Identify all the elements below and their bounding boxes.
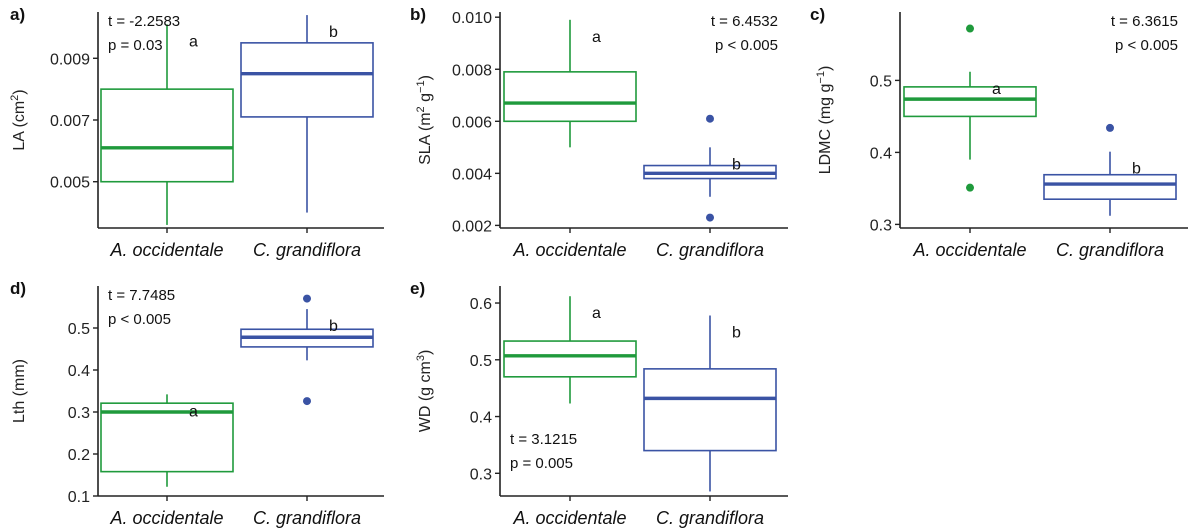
iqr-box <box>903 86 1037 118</box>
x-tick-label: C. grandiflora <box>253 240 361 260</box>
outlier-point <box>706 213 714 222</box>
panel-label: a) <box>10 5 25 24</box>
y-axis-title: WD (g cm3) <box>415 350 434 433</box>
x-tick-label: C. grandiflora <box>656 240 764 260</box>
outlier-point <box>303 397 311 406</box>
y-axis-title: LA (cm2) <box>9 89 28 150</box>
stat-p-value: p < 0.005 <box>1115 37 1178 54</box>
y-tick-label: 0.010 <box>452 10 492 27</box>
x-tick-label: A. occidentale <box>912 240 1026 260</box>
outlier-point <box>706 114 714 123</box>
box-a-occidentale: a <box>100 394 234 487</box>
panel-e: e) 0.3 0.4 0.5 0.6 WD (g cm3) A. occidentale C.… <box>410 279 788 528</box>
iqr-box <box>503 71 637 123</box>
stat-t-value: t = -2.2583 <box>108 13 180 30</box>
x-tick-label: C. grandiflora <box>656 508 764 528</box>
x-tick-label: A. occidentale <box>109 240 223 260</box>
y-axis-title: SLA (m2 g−1) <box>415 75 434 165</box>
y-tick-label: 0.5 <box>68 321 90 338</box>
y-tick-label: 0.007 <box>50 113 90 130</box>
significance-letter: b <box>329 318 338 335</box>
x-tick-label: C. grandiflora <box>1056 240 1164 260</box>
x-tick-label: A. occidentale <box>109 508 223 528</box>
stat-t-value: t = 7.7485 <box>108 287 175 304</box>
y-tick-label: 0.006 <box>452 114 492 131</box>
x-tick-label: A. occidentale <box>512 240 626 260</box>
y-axis-title: LDMC (mg g−1) <box>815 66 834 175</box>
iqr-box <box>503 340 637 378</box>
y-tick-label: 0.009 <box>50 51 90 68</box>
y-tick-label: 0.4 <box>870 145 892 162</box>
box-c-grandiflora: b <box>643 315 777 492</box>
iqr-box <box>643 368 777 452</box>
outlier-point <box>966 24 974 33</box>
box-a-occidentale: a <box>100 24 234 225</box>
panel-b: b) 0.002 0.004 0.006 0.008 0.010 SLA (m2 g−1) A… <box>410 5 788 260</box>
box-a-occidentale: a <box>503 296 637 404</box>
y-tick-label: 0.1 <box>68 489 90 506</box>
significance-letter: a <box>189 403 198 420</box>
y-tick-label: 0.4 <box>470 410 492 427</box>
outlier-point <box>303 294 311 303</box>
box-c-grandiflora: b <box>240 294 374 406</box>
iqr-box <box>1043 173 1177 201</box>
x-tick-label: A. occidentale <box>512 508 626 528</box>
significance-letter: b <box>1132 161 1141 178</box>
y-tick-label: 0.3 <box>68 405 90 422</box>
iqr-box <box>240 42 374 118</box>
significance-letter: b <box>732 156 741 173</box>
y-tick-label: 0.4 <box>68 363 90 380</box>
panel-a: a) 0.005 0.007 0.009 LA (cm2) A. occidentale C… <box>9 5 384 260</box>
box-c-grandiflora: b <box>1043 123 1177 216</box>
panel-label: b) <box>410 5 426 24</box>
y-tick-label: 0.3 <box>470 466 492 483</box>
x-tick-label: C. grandiflora <box>253 508 361 528</box>
y-tick-label: 0.2 <box>68 447 90 464</box>
y-tick-label: 0.5 <box>470 353 492 370</box>
stat-p-value: p < 0.005 <box>108 311 171 328</box>
stat-p-value: p = 0.03 <box>108 37 163 54</box>
box-c-grandiflora: b <box>240 15 374 213</box>
stat-t-value: t = 3.1215 <box>510 431 577 448</box>
iqr-box <box>100 402 234 473</box>
stat-t-value: t = 6.3615 <box>1111 13 1178 30</box>
significance-letter: a <box>992 81 1001 98</box>
panel-d: d) 0.1 0.2 0.3 0.4 0.5 Lth (mm) A. occidentale C… <box>10 279 384 528</box>
y-tick-label: 0.004 <box>452 166 492 183</box>
y-tick-label: 0.002 <box>452 218 492 235</box>
box-c-grandiflora: b <box>643 114 777 222</box>
stat-t-value: t = 6.4532 <box>711 13 778 30</box>
y-tick-label: 0.3 <box>870 217 892 234</box>
outlier-point <box>1106 123 1114 132</box>
stat-p-value: p = 0.005 <box>510 455 573 472</box>
y-tick-label: 0.5 <box>870 73 892 90</box>
y-tick-label: 0.008 <box>452 62 492 79</box>
significance-letter: b <box>329 24 338 41</box>
outlier-point <box>966 183 974 192</box>
y-axis-title: Lth (mm) <box>11 359 28 423</box>
significance-letter: a <box>592 305 601 322</box>
panel-c: c) 0.3 0.4 0.5 LDMC (mg g−1) A. occidentale C.… <box>810 5 1188 260</box>
panel-label: c) <box>810 5 825 24</box>
panel-label: d) <box>10 279 26 298</box>
significance-letter: a <box>189 33 198 50</box>
box-a-occidentale: a <box>903 24 1037 192</box>
y-tick-label: 0.005 <box>50 175 90 192</box>
significance-letter: a <box>592 29 601 46</box>
panel-label: e) <box>410 279 425 298</box>
y-tick-label: 0.6 <box>470 296 492 313</box>
stat-p-value: p < 0.005 <box>715 37 778 54</box>
iqr-box <box>100 88 234 183</box>
significance-letter: b <box>732 325 741 342</box>
box-a-occidentale: a <box>503 19 637 148</box>
